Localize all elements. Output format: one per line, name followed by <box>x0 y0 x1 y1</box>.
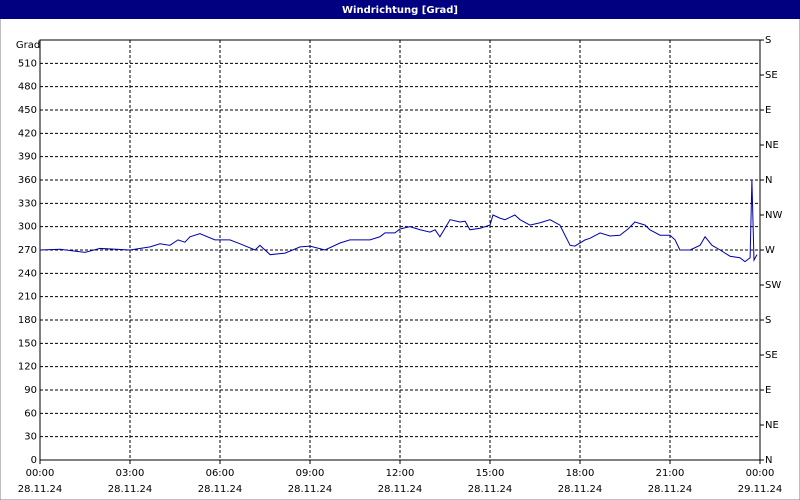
y2-tick-label: NW <box>765 210 782 221</box>
x-tick-label: 18:00 <box>566 468 595 479</box>
chart-title: Windrichtung [Grad] <box>342 5 458 16</box>
y2-tick-label: E <box>765 105 771 116</box>
x-tick-label: 03:00 <box>116 468 145 479</box>
y-tick-label: 420 <box>18 128 37 139</box>
y-tick-label: 180 <box>18 315 37 326</box>
y-tick-label: 120 <box>18 362 37 373</box>
x-tick-label: 12:00 <box>386 468 415 479</box>
y-tick-label: 30 <box>24 432 37 443</box>
y-tick-label: 390 <box>18 152 37 163</box>
y2-tick-label: S <box>765 35 771 46</box>
x-tick-date: 28.11.24 <box>378 484 423 495</box>
x-tick-label: 00:00 <box>26 468 55 479</box>
x-tick-date: 28.11.24 <box>558 484 603 495</box>
x-tick-date: 28.11.24 <box>18 484 63 495</box>
y2-tick-label: W <box>765 245 775 256</box>
y-tick-label: 240 <box>18 268 37 279</box>
y2-tick-label: NE <box>765 140 779 151</box>
y2-tick-label: SW <box>765 280 781 291</box>
x-tick-label: 06:00 <box>206 468 235 479</box>
y-tick-label: 360 <box>18 175 37 186</box>
x-tick-date: 28.11.24 <box>468 484 513 495</box>
y-tick-label: 510 <box>18 58 37 69</box>
x-tick-label: 15:00 <box>476 468 505 479</box>
y2-tick-label: E <box>765 385 771 396</box>
y-tick-label: 300 <box>18 222 37 233</box>
y-tick-label: 150 <box>18 338 37 349</box>
y2-tick-label: N <box>765 455 772 466</box>
y2-tick-label: SE <box>765 70 778 81</box>
x-tick-date: 28.11.24 <box>108 484 153 495</box>
y2-tick-label: NE <box>765 420 779 431</box>
data-line <box>39 179 758 263</box>
y-axis-label: Grad <box>16 40 40 51</box>
x-tick-date: 28.11.24 <box>288 484 333 495</box>
y-tick-label: 210 <box>18 292 37 303</box>
y-tick-label: 480 <box>18 82 37 93</box>
y2-tick-label: SE <box>765 350 778 361</box>
y-tick-label: 60 <box>24 408 37 419</box>
x-tick-label: 09:00 <box>296 468 325 479</box>
x-tick-date: 29.11.24 <box>738 484 783 495</box>
y-tick-label: 0 <box>31 455 37 466</box>
x-tick-label: 00:00 <box>746 468 775 479</box>
x-tick-date: 28.11.24 <box>648 484 693 495</box>
title-bar <box>0 0 800 19</box>
y-tick-label: 90 <box>24 385 37 396</box>
y-tick-label: 330 <box>18 198 37 209</box>
x-tick-label: 21:00 <box>656 468 685 479</box>
y-tick-label: 450 <box>18 105 37 116</box>
x-tick-date: 28.11.24 <box>198 484 243 495</box>
y-tick-label: 270 <box>18 245 37 256</box>
y2-tick-label: S <box>765 315 771 326</box>
y2-tick-label: N <box>765 175 772 186</box>
